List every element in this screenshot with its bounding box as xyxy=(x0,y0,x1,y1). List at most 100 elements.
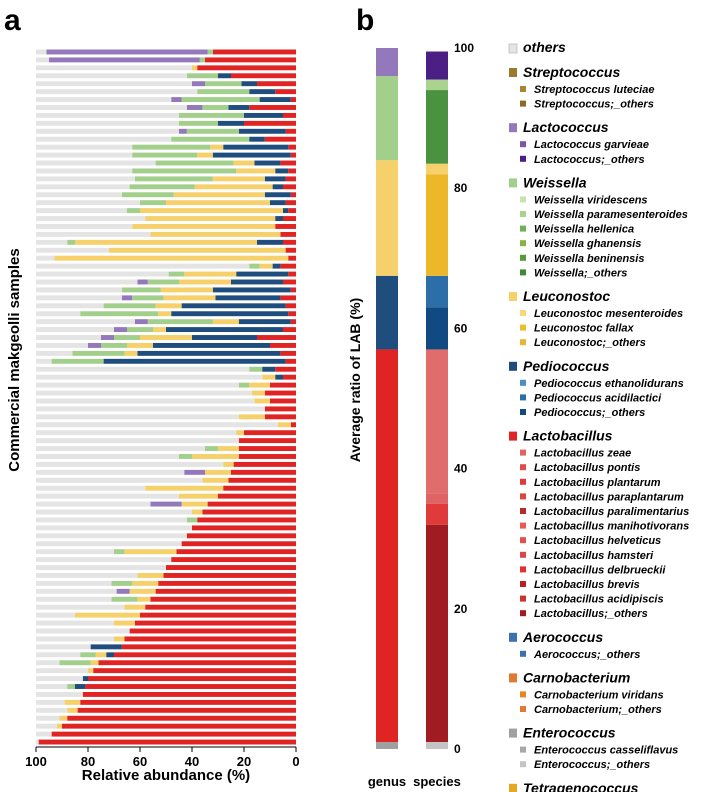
legend-swatch-genus xyxy=(509,431,517,441)
bar-segment-lactobacillus xyxy=(231,469,296,475)
bar-segment-lactobacillus xyxy=(280,263,296,269)
legend-swatch-species xyxy=(520,394,526,401)
bar-segment-pediococcus xyxy=(275,216,283,221)
bar-segment-others xyxy=(36,573,138,578)
bar-segment-lactobacillus xyxy=(150,596,296,602)
bar-segment-leuconostoc xyxy=(140,208,283,214)
x-tick-label: 100 xyxy=(25,754,47,769)
legend-swatch-species xyxy=(520,706,526,712)
bar-segment-lactobacillus xyxy=(275,224,296,229)
bar-segment-lactobacillus xyxy=(238,446,296,452)
bar-segment-weissella xyxy=(132,144,211,150)
bar-segment-leuconostoc xyxy=(129,588,156,594)
species-segment-lactobacillus-plantarum xyxy=(426,503,448,525)
panel-b-letter: b xyxy=(356,4,374,37)
legend-swatch-species xyxy=(520,324,526,331)
species-segment-lactobacillus-zeae xyxy=(426,493,448,504)
bar-segment-others xyxy=(36,390,252,396)
bar-segment-weissella xyxy=(72,350,125,356)
bar-segment-leuconostoc xyxy=(75,612,140,618)
bar-segment-leuconostoc xyxy=(67,707,78,713)
bar-segment-pediococcus xyxy=(275,374,283,380)
legend-swatch-species xyxy=(520,566,526,573)
bar-segment-lactobacillus xyxy=(257,81,296,87)
bar-segment-leuconostoc xyxy=(124,549,177,555)
bar-segment-others xyxy=(36,247,109,253)
bar-segment-lactococcus xyxy=(192,81,205,87)
genus-segment-lactococcus xyxy=(376,48,398,77)
legend-genus-label: Aerococcus xyxy=(522,629,603,645)
bar-segment-others xyxy=(36,414,239,420)
bar-segment-leuconostoc xyxy=(205,469,231,475)
legend-species-label: Weissella hellenica xyxy=(534,224,634,236)
bar-segment-weissella xyxy=(179,120,218,126)
bar-segment-lactobacillus xyxy=(62,723,296,729)
legend-species-label: Lactococcus garvieae xyxy=(534,139,649,151)
bar-segment-others xyxy=(36,604,125,610)
bar-segment-others xyxy=(36,89,198,95)
bar-segment-lactococcus xyxy=(88,342,101,348)
bar-segment-others xyxy=(36,580,112,586)
legend-genus-label: Weissella xyxy=(523,174,587,190)
bar-segment-others xyxy=(36,731,52,737)
bar-segment-others xyxy=(36,374,263,380)
legend-species-label: Lactobacillus manihotivorans xyxy=(534,521,689,533)
bar-segment-weissella xyxy=(186,517,198,523)
bar-segment-lactococcus xyxy=(171,97,182,103)
bar-segment-pediococcus xyxy=(137,350,281,356)
bar-segment-lactobacillus xyxy=(283,239,296,245)
bar-segment-lactobacillus xyxy=(257,335,296,340)
bar-segment-others xyxy=(36,596,112,602)
y-tick-label: 0 xyxy=(454,742,461,756)
bar-segment-weissella xyxy=(127,327,153,333)
bar-segment-others xyxy=(36,279,138,285)
bar-segment-leuconostoc xyxy=(56,723,62,729)
bar-segment-leuconostoc xyxy=(212,176,265,182)
bar-segment-others xyxy=(36,549,114,555)
bar-segment-weissella xyxy=(179,112,244,118)
bar-segment-lactococcus xyxy=(184,469,205,475)
bar-segment-lactobacillus xyxy=(38,739,296,745)
bar-segment-lactobacillus xyxy=(176,549,296,555)
bar-segment-lactobacillus xyxy=(264,390,296,396)
bar-segment-lactobacillus xyxy=(270,342,296,348)
bar-segment-lactococcus xyxy=(114,327,127,333)
bar-segment-lactococcus xyxy=(49,57,200,63)
bar-segment-others xyxy=(36,493,179,499)
bar-segment-others xyxy=(36,398,255,404)
bar-segment-lactobacillus xyxy=(288,311,296,317)
bar-segment-others xyxy=(36,176,135,182)
legend-species-label: Lactobacillus paralimentarius xyxy=(534,506,689,518)
bar-segment-others xyxy=(36,699,65,705)
bar-segment-lactobacillus xyxy=(288,168,296,174)
bar-segment-weissella xyxy=(179,454,192,459)
legend-swatch-species xyxy=(520,508,526,514)
bar-segment-weissella xyxy=(249,366,263,372)
bar-segment-lactobacillus xyxy=(233,461,296,467)
bar-segment-others xyxy=(36,192,122,198)
legend-swatch-genus xyxy=(509,68,517,77)
bar-segment-leuconostoc xyxy=(184,271,237,277)
bar-segment-others xyxy=(36,303,104,309)
bar-segment-others xyxy=(36,723,57,729)
bar-segment-weissella xyxy=(197,89,250,95)
bar-segment-leuconostoc xyxy=(59,715,68,721)
bar-segment-lactobacillus xyxy=(231,73,296,79)
bar-segment-leuconostoc xyxy=(236,168,276,174)
bar-segment-others xyxy=(36,446,205,452)
bar-segment-pediococcus xyxy=(238,128,286,134)
bar-segment-lactobacillus xyxy=(212,49,296,55)
bar-segment-leuconostoc xyxy=(64,699,81,705)
bar-segment-lactobacillus xyxy=(290,287,296,293)
bar-segment-lactobacillus xyxy=(290,97,296,103)
bar-segment-leuconostoc xyxy=(212,319,239,325)
bar-segment-lactobacillus xyxy=(288,144,296,150)
legend-genus-label: Enterococcus xyxy=(523,725,616,741)
genus-segment-enterococcus xyxy=(376,741,398,749)
bar-segment-pediococcus xyxy=(106,652,114,658)
bar-segment-pediococcus xyxy=(270,200,286,206)
legend-genus-label: Leuconostoc xyxy=(523,288,610,304)
x-tick-label: 0 xyxy=(292,754,299,769)
bar-segment-others xyxy=(36,350,73,356)
legend-species-label: Weissella viridescens xyxy=(534,194,648,206)
